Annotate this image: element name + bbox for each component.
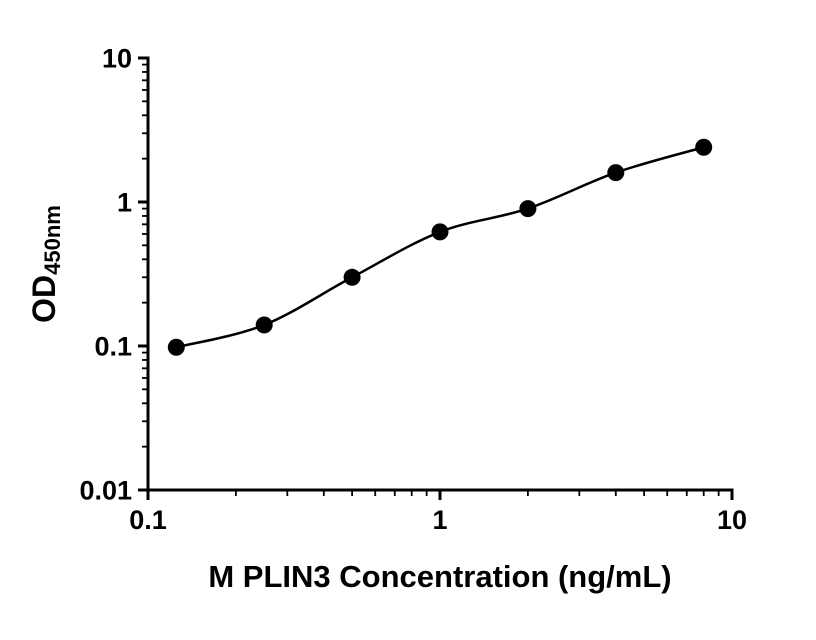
data-point: [255, 316, 273, 334]
data-point: [607, 164, 625, 182]
y-axis-title-main: OD: [26, 274, 62, 323]
x-tick-label: 1: [432, 505, 447, 535]
y-tick-label: 0.01: [79, 476, 132, 506]
y-tick-label: 1: [117, 188, 132, 218]
y-axis-title-subscript: 450nm: [40, 205, 65, 275]
x-axis-title: M PLIN3 Concentration (ng/mL): [208, 559, 672, 594]
data-point: [343, 268, 361, 286]
y-tick-label: 10: [102, 44, 132, 74]
y-axis-title: OD450nm: [26, 205, 66, 323]
data-point: [519, 200, 537, 218]
data-point: [431, 223, 449, 241]
x-tick-label: 10: [717, 505, 747, 535]
x-tick-label: 0.1: [129, 505, 167, 535]
standard-curve-line: [175, 146, 705, 349]
data-point: [695, 138, 713, 156]
data-point: [167, 338, 185, 356]
y-tick-label: 0.1: [94, 332, 132, 362]
